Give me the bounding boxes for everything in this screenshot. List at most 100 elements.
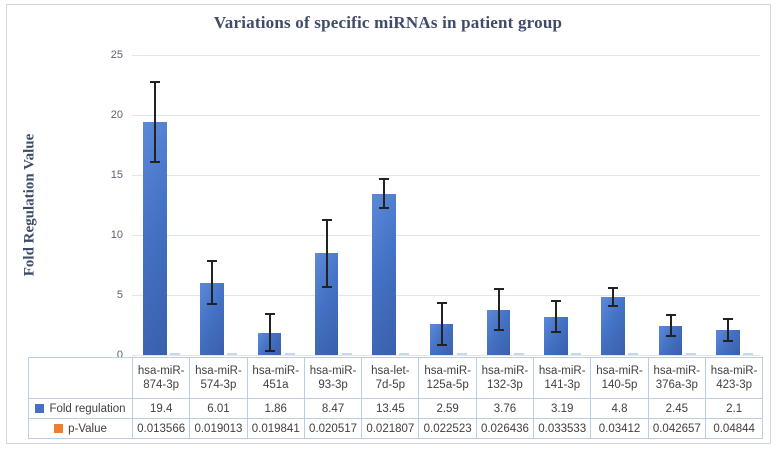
error-bar-line [154,82,156,163]
p-value-bar [513,353,524,355]
fold-regulation-bar-hsa-miR-376a-3p [658,325,683,355]
fold-regulation-bar-hsa-miR-423-3p [716,329,740,355]
fold-regulation-bar-hsa-miR-93-3p [314,253,339,355]
error-bar-cap-top [723,318,733,320]
error-bar-cap-bottom [150,161,160,164]
error-bar-cap-bottom [551,331,562,334]
error-bar-line [669,315,672,336]
error-bar-cap-top [207,260,218,263]
p-value-cell-hsa-miR-874-3p: 0.013566 [131,418,191,439]
miRNA-header-cell-hsa-miR-140-5p: hsa-miR- 140-5p [590,357,649,399]
miRNA-header-cell-hsa-miR-874-3p: hsa-miR- 874-3p [131,357,191,399]
error-bar-line [268,314,271,352]
fold-regulation-legend-swatch [35,403,45,413]
p-value-cell-hsa-miR-451a: 0.019841 [246,418,305,439]
p-value-cell-hsa-miR-574-3p: 0.019013 [189,418,248,439]
fold-value-cell-hsa-miR-93-3p: 8.47 [303,398,363,419]
miRNA-header-cell-hsa-miR-93-3p: hsa-miR- 93-3p [303,357,363,399]
fold-value-cell-hsa-miR-141-3p: 3.19 [533,398,592,419]
y-axis-tick-label: 15 [110,169,123,181]
p-value-bar [456,353,467,355]
error-bar-cap-top [321,218,332,221]
p-value-bar [685,353,696,355]
y-axis-tick-label: 0 [116,349,123,361]
fold-regulation-bar-hsa-miR-141-3p [544,316,568,355]
data-table: hsa-miR- 874-3p hsa-miR- 574-3p hsa-miR- 451a… [28,357,764,439]
p-value-bar [571,353,582,355]
y-axis-tick-label: 25 [110,49,123,61]
error-bar-cap-bottom [264,350,275,353]
error-bar-line [211,261,214,305]
fold-value-cell-hsa-miR-874-3p: 19.4 [131,398,191,419]
error-bar-cap-top [665,314,676,317]
fold-value-cell-hsa-miR-125a-5p: 2.59 [418,398,477,419]
y-axis-tick-label: 20 [110,109,123,121]
error-bar-line [383,179,386,208]
p-value-bar [284,353,295,355]
miRNA-header-cell-hsa-miR-423-3p: hsa-miR- 423-3p [704,357,764,399]
fold-value-cell-hsa-miR-132-3p: 3.76 [475,398,535,419]
p-value-cell-hsa-miR-140-5p: 0.03412 [590,418,649,439]
error-bar-cap-bottom [665,334,676,337]
error-bar-cap-bottom [321,285,332,288]
gridline [132,355,760,356]
error-bar-line [325,219,328,287]
gridline [132,115,760,116]
error-bar-cap-top [493,288,504,291]
error-bar-line [555,301,558,333]
gridline [132,295,760,296]
fold-regulation-bar-hsa-miR-574-3p [200,282,224,355]
fold-value-cell-hsa-miR-574-3p: 6.01 [189,398,248,419]
p-value-legend-swatch [54,423,64,433]
fold-regulation-bar-hsa-miR-132-3p [486,309,511,355]
error-bar-cap-top [379,178,390,181]
error-bar-line [612,288,615,307]
p-value-bar [743,353,753,355]
p-value-bar [170,353,180,355]
p-value-cell-hsa-miR-93-3p: 0.020517 [303,418,363,439]
fold-value-cell-hsa-miR-451a: 1.86 [246,398,305,419]
miRNA-header-cell-hsa-let-7d-5p: hsa-let- 7d-5p [361,357,420,399]
miRNA-header-cell-hsa-miR-574-3p: hsa-miR- 574-3p [189,357,248,399]
miRNA-header-cell-hsa-miR-451a: hsa-miR- 451a [246,357,305,399]
p-value-cell-hsa-miR-141-3p: 0.033533 [533,418,592,439]
p-value-bar [628,353,639,355]
chart-title: Variations of specific miRNAs in patient… [213,13,563,32]
error-bar-line [440,302,443,345]
error-bar-cap-top [150,81,160,83]
miRNA-header-cell-hsa-miR-376a-3p: hsa-miR- 376a-3p [647,357,706,399]
gridline [132,55,760,56]
fold-regulation-bar-hsa-miR-874-3p [143,122,167,355]
error-bar-cap-bottom [723,339,733,342]
table-corner-blank [28,357,133,399]
p-value-cell-hsa-miR-423-3p: 0.04844 [704,418,764,439]
fold-regulation-legend: Fold regulation [28,398,133,419]
error-bar-cap-bottom [379,207,390,209]
y-axis-tick-label: 5 [116,289,123,301]
p-value-cell-hsa-let-7d-5p: 0.021807 [361,418,420,439]
error-bar-cap-bottom [608,305,619,308]
error-bar-line [497,289,500,331]
gridline [132,235,760,236]
error-bar-line [727,319,729,341]
miRNA-header-cell-hsa-miR-125a-5p: hsa-miR- 125a-5p [418,357,477,399]
error-bar-cap-top [551,300,562,303]
p-value-legend: p-Value [28,418,133,439]
error-bar-cap-bottom [493,329,504,332]
fold-regulation-bar-hsa-let-7d-5p [372,193,396,355]
p-value-bar [399,353,410,355]
miRNA-header-cell-hsa-miR-141-3p: hsa-miR- 141-3p [533,357,592,399]
fold-regulation-bar-hsa-miR-140-5p [601,297,625,355]
p-value-bar [341,353,352,355]
error-bar-cap-bottom [436,343,447,346]
fold-value-cell-hsa-miR-376a-3p: 2.45 [647,398,706,419]
fold-value-cell-hsa-miR-140-5p: 4.8 [590,398,649,419]
gridline [132,175,760,176]
miRNA-header-cell-hsa-miR-132-3p: hsa-miR- 132-3p [475,357,535,399]
fold-value-cell-hsa-miR-423-3p: 2.1 [704,398,764,419]
p-value-bar [227,353,238,355]
y-axis-tick-label: 10 [110,229,123,241]
p-value-cell-hsa-miR-376a-3p: 0.042657 [647,418,706,439]
p-value-cell-hsa-miR-125a-5p: 0.022523 [418,418,477,439]
